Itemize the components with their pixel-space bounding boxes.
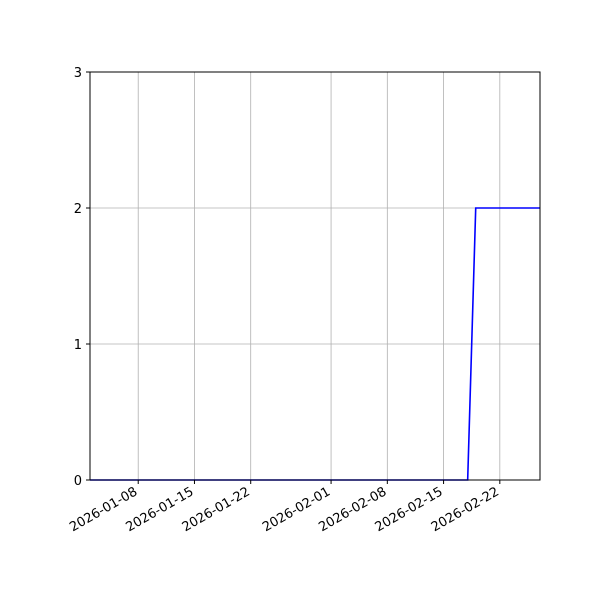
y-axis: 0 1 2 3: [74, 66, 90, 489]
grid: [90, 71, 540, 481]
y-tick-label: 2: [74, 202, 82, 217]
y-tick-label: 1: [74, 338, 82, 353]
y-tick-label: 3: [74, 66, 82, 81]
plot-frame: [89, 71, 541, 481]
y-tick-label: 0: [74, 474, 82, 489]
